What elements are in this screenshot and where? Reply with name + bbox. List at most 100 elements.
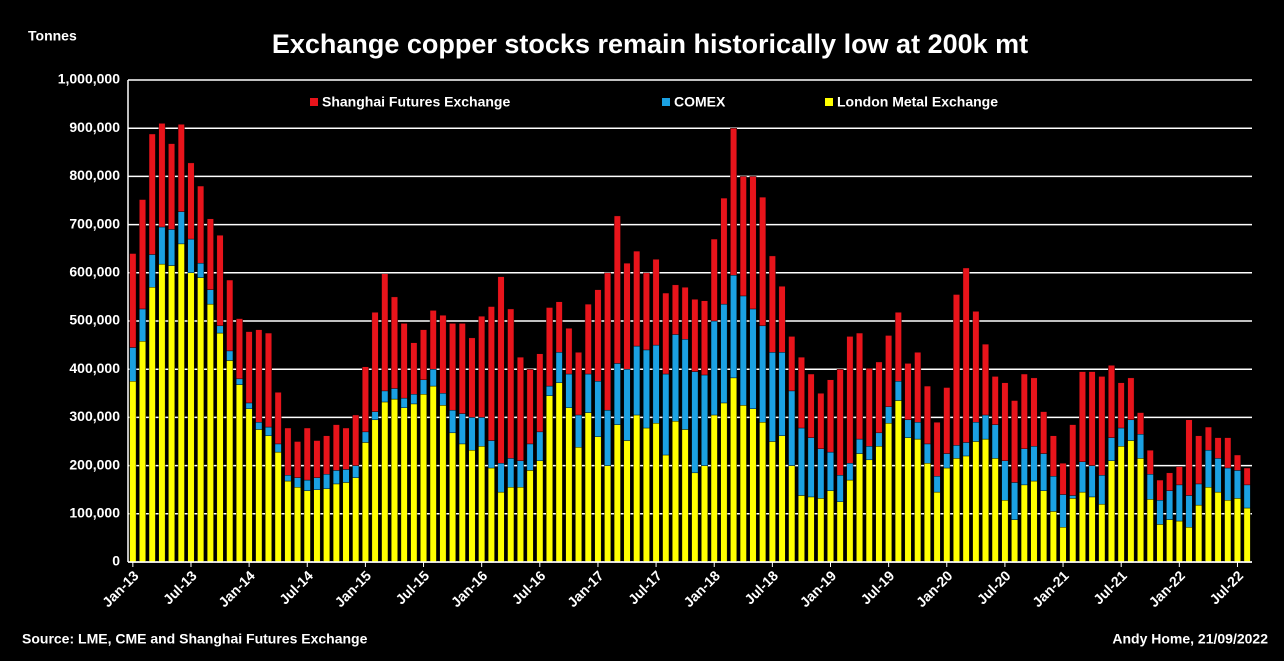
bar-segment — [449, 323, 457, 411]
bar-segment — [168, 143, 176, 230]
bar-segment — [1127, 419, 1135, 441]
bar-segment — [1204, 449, 1212, 488]
bar-segment — [1137, 434, 1144, 459]
bar-segment — [885, 406, 893, 424]
bar-segment — [846, 462, 854, 481]
bar-segment — [778, 435, 786, 563]
bar-segment — [1049, 511, 1057, 563]
bar-segment — [216, 332, 224, 563]
bar-segment — [652, 344, 660, 424]
bar-segment — [817, 448, 825, 499]
bar-segment — [429, 369, 437, 387]
bar-segment — [410, 394, 418, 405]
bar-segment — [1020, 448, 1028, 486]
bar-segment — [962, 455, 970, 563]
bar-segment — [933, 476, 941, 493]
bar-segment — [352, 465, 360, 478]
bar-segment — [1185, 419, 1193, 496]
bar-segment — [197, 262, 205, 278]
bar-segment — [594, 289, 602, 382]
bar-segment — [594, 436, 602, 563]
bar-segment — [991, 424, 999, 459]
bar-segment — [449, 432, 457, 563]
bar-segment — [313, 477, 321, 490]
bar-segment — [371, 419, 379, 563]
bar-segment — [768, 352, 776, 442]
bar-segment — [294, 477, 301, 488]
bar-segment — [652, 259, 660, 346]
bar-segment — [604, 272, 612, 411]
bar-segment — [226, 360, 234, 563]
bar-segment — [836, 475, 844, 502]
bar-segment — [400, 323, 408, 399]
bar-segment — [148, 133, 156, 255]
bar-segment — [129, 381, 137, 563]
bar-segment — [701, 374, 708, 466]
bar-segment — [759, 196, 767, 327]
credit: Andy Home, 21/09/2022 — [1112, 631, 1268, 647]
bar-segment — [313, 489, 321, 563]
bar-segment — [672, 334, 679, 422]
bar-segment — [768, 255, 776, 353]
bar-segment — [1146, 474, 1154, 500]
bar-segment — [972, 422, 980, 442]
bar-segment — [468, 337, 476, 418]
bar-segment — [429, 385, 437, 563]
bar-segment — [584, 373, 592, 413]
bar-segment — [478, 446, 486, 563]
bar-segment — [953, 294, 960, 446]
bar-segment — [1011, 482, 1019, 520]
y-axis-label: Tonnes — [28, 28, 77, 44]
bar-segment — [216, 325, 224, 334]
bar-segment — [1079, 461, 1086, 493]
bar-segment — [1195, 435, 1203, 485]
bar-segment — [681, 339, 689, 430]
bar-segment — [236, 378, 243, 385]
bar-segment — [836, 369, 844, 476]
bar-segment — [187, 272, 195, 563]
bar-segment — [129, 347, 137, 382]
bar-segment — [798, 495, 805, 563]
bar-segment — [730, 127, 738, 276]
bar-segment — [1108, 365, 1115, 438]
bar-segment — [846, 336, 854, 464]
bar-segment — [788, 390, 796, 466]
bar-segment — [1088, 496, 1096, 563]
bar-segment — [1127, 440, 1135, 563]
bar-segment — [1030, 377, 1038, 447]
bar-segment — [139, 341, 146, 563]
bar-segment — [497, 462, 505, 493]
bar-segment — [1059, 494, 1067, 528]
bar-segment — [759, 422, 767, 563]
bar-segment — [749, 176, 757, 310]
bar-segment — [633, 414, 641, 563]
bar-segment — [546, 307, 553, 387]
bar-segment — [323, 488, 331, 563]
bar-segment — [817, 393, 825, 449]
bar-segment — [361, 431, 369, 443]
bar-segment — [1175, 466, 1183, 486]
bar-segment — [458, 443, 466, 563]
bar-segment — [875, 432, 883, 447]
bar-segment — [701, 300, 708, 376]
bar-segment — [555, 301, 563, 353]
bar-segment — [1079, 371, 1086, 462]
bar-segment — [381, 401, 389, 563]
bar-segment — [410, 403, 418, 563]
bar-segment — [1166, 472, 1174, 491]
bar-segment — [739, 295, 747, 406]
bar-segment — [420, 394, 427, 563]
bar-segment — [1117, 427, 1125, 447]
bar-segment — [642, 349, 650, 429]
bar-segment — [1175, 484, 1183, 522]
bar-segment — [710, 238, 718, 322]
bar-segment — [1243, 507, 1251, 563]
bar-segment — [507, 308, 515, 459]
bar-segment — [856, 453, 863, 563]
bar-segment — [429, 310, 437, 370]
bar-segment — [323, 435, 331, 475]
bar-segment — [982, 438, 989, 563]
bar-segment — [139, 308, 146, 342]
bar-segment — [129, 253, 137, 348]
